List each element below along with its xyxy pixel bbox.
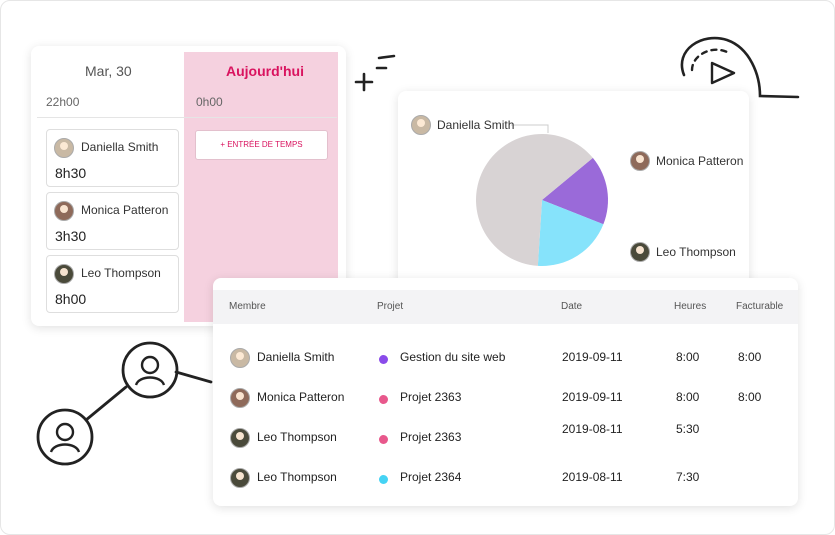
table-row[interactable]: Leo Thompson Projet 2364 2019-08-11 7:30	[213, 458, 798, 498]
pie-chart-card: Daniella Smith Monica Patteron Leo Thomp…	[398, 91, 749, 291]
avatar	[230, 428, 250, 448]
today-title: Aujourd'hui	[226, 63, 304, 79]
row-member: Monica Patteron	[257, 390, 345, 404]
time-entry-card[interactable]: Monica Patteron 3h30	[46, 192, 179, 250]
row-project: Projet 2363	[400, 390, 462, 404]
row-member: Daniella Smith	[257, 350, 335, 364]
project-color-dot	[379, 435, 388, 444]
entry-member-name: Daniella Smith	[81, 140, 159, 154]
row-date: 2019-09-11	[562, 390, 623, 404]
day-total-time: 22h00	[46, 95, 80, 109]
table-row[interactable]: Monica Patteron Projet 2363 2019-09-11 8…	[213, 378, 798, 418]
entry-hours: 8h00	[55, 291, 87, 307]
avatar	[630, 242, 650, 262]
row-billable: 8:00	[738, 350, 762, 364]
column-header-hours[interactable]: Heures	[674, 301, 707, 312]
avatar	[630, 151, 650, 171]
today-total-time: 0h00	[196, 95, 223, 109]
row-member: Leo Thompson	[257, 430, 337, 444]
row-date: 2019-08-11	[562, 422, 623, 436]
pie-label-daniella: Daniella Smith	[411, 115, 514, 135]
column-header-member[interactable]: Membre	[229, 301, 266, 312]
avatar	[54, 264, 74, 284]
pie-label-leo: Leo Thompson	[630, 242, 736, 262]
row-billable: 8:00	[738, 390, 762, 404]
table-header: Membre Projet Date Heures Facturable	[213, 290, 798, 324]
users-network-doodle	[36, 341, 213, 466]
project-color-dot	[379, 475, 388, 484]
table-row[interactable]: Leo Thompson Projet 2363 2019-08-11 5:30	[213, 418, 798, 458]
time-entries-table: Membre Projet Date Heures Facturable Dan…	[213, 278, 798, 506]
table-row[interactable]: Daniella Smith Gestion du site web 2019-…	[213, 338, 798, 378]
row-date: 2019-08-11	[562, 470, 623, 484]
row-member: Leo Thompson	[257, 470, 337, 484]
entry-hours: 8h30	[55, 165, 87, 181]
pie-label-text: Monica Patteron	[656, 154, 744, 168]
leader-line	[511, 124, 549, 133]
divider	[37, 117, 337, 118]
avatar	[411, 115, 431, 135]
add-time-entry-button[interactable]: + ENTRÉE DE TEMPS	[195, 130, 328, 160]
entry-member-name: Leo Thompson	[81, 266, 161, 280]
pie-slice-monica-patteron	[542, 157, 608, 225]
column-header-project[interactable]: Projet	[377, 301, 404, 312]
avatar	[230, 388, 250, 408]
day-title: Mar, 30	[85, 63, 132, 79]
row-hours: 7:30	[676, 470, 700, 484]
pie-label-monica: Monica Patteron	[630, 151, 743, 171]
pie-label-text: Daniella Smith	[437, 118, 515, 132]
column-header-date[interactable]: Date	[561, 301, 583, 312]
row-project: Gestion du site web	[400, 350, 506, 364]
row-hours: 8:00	[676, 390, 700, 404]
avatar	[54, 201, 74, 221]
entry-member-name: Monica Patteron	[81, 203, 169, 217]
today-column	[184, 52, 338, 322]
entry-hours: 3h30	[55, 228, 87, 244]
column-header-billable[interactable]: Facturable	[736, 301, 784, 312]
avatar	[230, 468, 250, 488]
plus-minus-doodle	[354, 54, 396, 92]
pie-label-text: Leo Thompson	[656, 245, 736, 259]
row-date: 2019-09-11	[562, 350, 623, 364]
row-hours: 5:30	[676, 422, 700, 436]
row-hours: 8:00	[676, 350, 700, 364]
time-entry-card[interactable]: Leo Thompson 8h00	[46, 255, 179, 313]
row-project: Projet 2363	[400, 430, 462, 444]
project-color-dot	[379, 395, 388, 404]
pie-chart	[476, 134, 608, 266]
project-color-dot	[379, 355, 388, 364]
avatar	[230, 348, 250, 368]
time-entry-card[interactable]: Daniella Smith 8h30	[46, 129, 179, 187]
pie-slice-daniella-smith	[476, 134, 593, 266]
avatar	[54, 138, 74, 158]
play-timer-doodle-icon	[680, 36, 800, 99]
pie-slice-leo-thompson	[537, 200, 604, 266]
row-project: Projet 2364	[400, 470, 462, 484]
